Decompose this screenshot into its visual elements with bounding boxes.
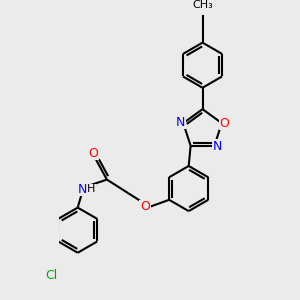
Text: H: H	[87, 184, 95, 194]
Text: O: O	[220, 117, 230, 130]
Text: O: O	[88, 147, 98, 160]
Text: O: O	[140, 200, 150, 213]
Text: Cl: Cl	[45, 269, 58, 282]
Text: N: N	[212, 140, 222, 153]
Text: N: N	[78, 183, 88, 196]
Text: CH₃: CH₃	[192, 0, 213, 10]
Text: N: N	[176, 116, 185, 129]
